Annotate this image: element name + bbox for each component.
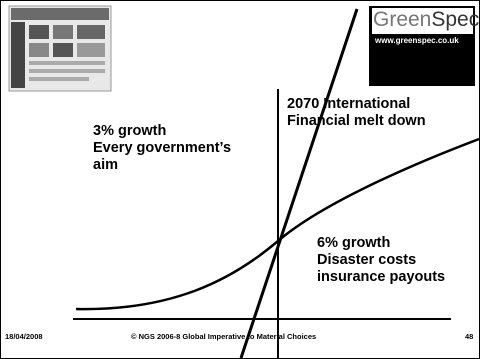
annotation-line: 2070 International [287, 96, 411, 112]
logo-green: Green [373, 8, 432, 31]
annotation: 3% growth Every government’s aim [93, 123, 231, 174]
logo-spec: Spec [431, 8, 480, 31]
annotation-line: Every government’s [93, 140, 232, 156]
annotation-line: 3% growth [93, 123, 167, 139]
annotation-line: Financial melt down [287, 113, 426, 129]
footer-date: 18/04/2008 [5, 332, 43, 341]
annotation: 2070 International Financial melt down [287, 96, 426, 130]
annotation-line: Disaster costs [317, 252, 417, 268]
annotation-line: insurance payouts [317, 269, 446, 285]
logo-name: GreenSpec [373, 8, 479, 32]
footer-page: 48 [465, 332, 474, 341]
footer-copyright: © NGS 2006-8 Global Imperative to Materi… [131, 332, 317, 341]
thumbnail [8, 5, 112, 92]
logo-url: www.greenspec.co.uk [375, 36, 459, 45]
annotation-line: 6% growth [317, 235, 391, 251]
growth-curve [75, 137, 479, 311]
logo-header [372, 8, 473, 34]
annotation: 6% growth Disaster costs insurance payouts [317, 235, 445, 286]
annotation-line: aim [93, 157, 118, 173]
steep-growth-line [239, 8, 359, 358]
